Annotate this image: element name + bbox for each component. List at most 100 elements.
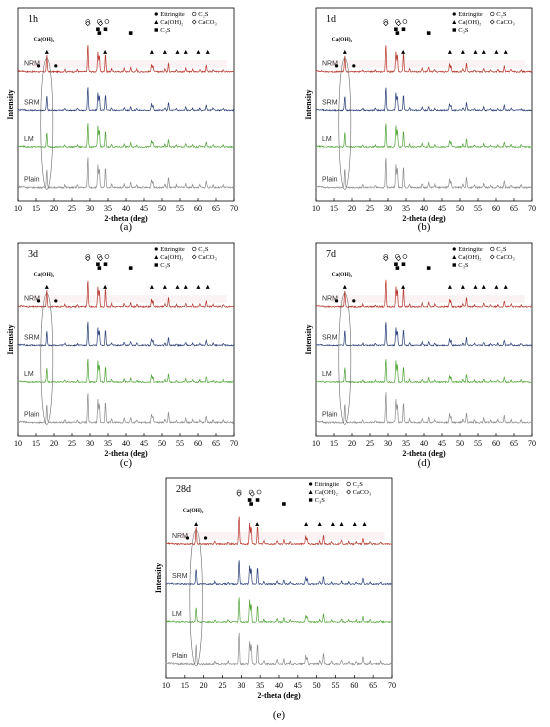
caoh2-marker xyxy=(149,49,154,54)
x-tick-label: 65 xyxy=(212,204,220,213)
legend-entry: CaCO₃ xyxy=(198,19,217,26)
c3s-marker xyxy=(103,262,108,267)
chart-panel-1h: 10 15 20 25 30 35 40 45 50 55 60 65 70 2-theta (deg) I… xyxy=(6,7,238,233)
legend-caco3-symbol xyxy=(191,254,197,260)
x-axis-label: 2-theta (deg) xyxy=(402,449,446,458)
x-tick-label: 10 xyxy=(14,204,22,213)
x-tick-label: 20 xyxy=(348,439,356,448)
caoh2-marker xyxy=(103,49,108,54)
c3s-marker xyxy=(395,31,400,35)
legend-c3s-symbol xyxy=(154,263,158,267)
legend-caoh2-symbol xyxy=(154,20,159,24)
caoh2-marker xyxy=(342,49,347,54)
caoh2-marker xyxy=(255,522,260,526)
caoh2-marker xyxy=(494,49,499,54)
legend-entry: Ca(OH)₂ xyxy=(458,254,481,261)
series-label-plain: Plain xyxy=(322,176,338,183)
caoh2-marker xyxy=(447,49,452,54)
c2s-marker xyxy=(104,254,110,259)
x-tick-label: 20 xyxy=(50,439,58,448)
x-tick-label: 25 xyxy=(366,204,374,213)
c3s-marker xyxy=(282,502,286,506)
x-tick-label: 50 xyxy=(158,204,166,213)
caco3-marker xyxy=(249,491,255,497)
plot-frame xyxy=(315,242,533,437)
c3s-marker xyxy=(128,31,133,35)
x-tick-label: 20 xyxy=(348,204,356,213)
ettringite-marker xyxy=(334,299,339,303)
plot-frame xyxy=(17,242,235,437)
c3s-marker xyxy=(395,266,400,270)
x-tick-label: 35 xyxy=(402,439,410,448)
legend-entry: Ettringite xyxy=(458,11,483,18)
c3s-marker xyxy=(426,31,431,35)
nrm-tint-band xyxy=(330,295,525,303)
x-tick-label: 65 xyxy=(510,204,518,213)
age-label: 3d xyxy=(28,249,38,260)
panel-caption: (a) xyxy=(120,221,133,233)
series-label-lm: LM xyxy=(24,371,34,378)
chart-panel-7d: 10 15 20 25 30 35 40 45 50 55 60 65 70 2-theta (deg) I… xyxy=(304,242,536,469)
age-label: 1d xyxy=(326,14,336,25)
x-tick-label: 65 xyxy=(212,439,220,448)
x-tick-label: 35 xyxy=(104,439,112,448)
series-line-nrm xyxy=(165,516,393,546)
x-tick-label: 30 xyxy=(237,681,245,690)
legend-entry: CaCO₃ xyxy=(496,19,515,26)
x-tick-label: 30 xyxy=(384,439,392,448)
caoh2-marker xyxy=(205,284,210,289)
caoh2-marker xyxy=(175,49,180,54)
nrm-tint-band xyxy=(32,295,227,303)
series-label-lm: LM xyxy=(322,371,332,378)
x-tick-label: 45 xyxy=(438,204,446,213)
caoh2-annotation: Ca(OH)₂ xyxy=(34,36,55,43)
caco3-marker xyxy=(236,491,242,497)
legend-entry: Ettringite xyxy=(458,246,483,253)
c2s-marker xyxy=(104,19,110,24)
caoh2-ellipse xyxy=(40,57,54,190)
x-tick-label: 40 xyxy=(420,204,428,213)
series-line-lm xyxy=(17,358,235,384)
panel-caption: (e) xyxy=(273,709,286,721)
legend-c2s-symbol xyxy=(490,11,495,17)
caoh2-marker xyxy=(447,284,452,289)
nrm-tint-band xyxy=(330,60,525,68)
x-tick-label: 30 xyxy=(384,204,392,213)
caoh2-marker xyxy=(503,284,508,289)
legend-entry: Ettringite xyxy=(160,246,185,253)
caoh2-annotation: Ca(OH)₂ xyxy=(332,36,353,43)
legend-ettringite-symbol xyxy=(452,247,456,251)
x-tick-label: 30 xyxy=(86,439,94,448)
x-tick-label: 15 xyxy=(32,204,40,213)
x-tick-label: 50 xyxy=(158,439,166,448)
x-tick-label: 35 xyxy=(256,681,264,690)
x-tick-label: 70 xyxy=(528,439,536,448)
y-axis-label: Intensity xyxy=(154,563,163,593)
series-line-srm xyxy=(17,321,235,347)
legend-entry: Ettringite xyxy=(160,11,185,18)
caoh2-marker xyxy=(44,49,49,54)
x-tick-label: 55 xyxy=(474,204,482,213)
x-tick-label: 30 xyxy=(86,204,94,213)
series-line-nrm xyxy=(17,280,235,309)
x-tick-label: 15 xyxy=(32,439,40,448)
x-tick-label: 60 xyxy=(194,439,202,448)
series-label-lm: LM xyxy=(24,136,34,143)
c3s-marker xyxy=(103,27,108,32)
c3s-marker xyxy=(247,498,252,502)
x-tick-label: 40 xyxy=(122,439,130,448)
y-axis-label: Intensity xyxy=(6,89,15,119)
plot-frame xyxy=(165,477,393,679)
nrm-tint-band xyxy=(181,532,385,540)
series-line-plain xyxy=(165,632,393,666)
panel-caption: (d) xyxy=(418,457,431,469)
series-label-srm: SRM xyxy=(172,573,188,580)
series-label-lm: LM xyxy=(172,611,182,618)
caoh2-marker xyxy=(103,284,108,289)
x-tick-label: 15 xyxy=(330,204,338,213)
c2s-marker xyxy=(402,254,408,259)
ettringite-marker xyxy=(334,64,339,68)
series-line-nrm xyxy=(315,45,533,74)
caoh2-marker xyxy=(205,49,210,54)
